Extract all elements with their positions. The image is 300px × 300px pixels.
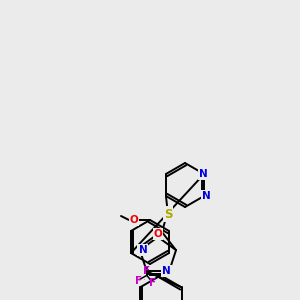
Text: N: N xyxy=(162,266,170,276)
Text: N: N xyxy=(139,245,147,255)
Text: S: S xyxy=(164,208,172,220)
Text: F: F xyxy=(135,276,142,286)
Text: N: N xyxy=(199,169,207,179)
Text: F: F xyxy=(149,278,156,288)
Text: O: O xyxy=(154,229,162,239)
Text: CF₃: CF₃ xyxy=(144,279,146,280)
Text: O: O xyxy=(130,215,138,225)
Text: F: F xyxy=(143,266,150,276)
Text: N: N xyxy=(202,191,210,201)
